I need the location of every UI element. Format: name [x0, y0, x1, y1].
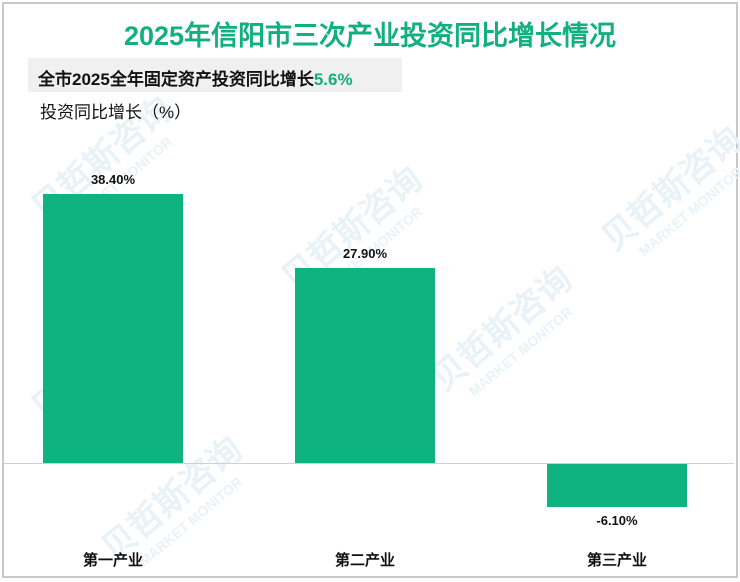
value-label: -6.10% — [596, 512, 638, 528]
value-label: 27.90% — [342, 245, 388, 261]
summary-note: 全市2025全年固定资产投资同比增长5.6% — [28, 58, 402, 92]
bar-1 — [43, 194, 183, 463]
bar-3 — [547, 464, 687, 507]
value-label: 38.40% — [90, 172, 136, 188]
bar-2 — [295, 267, 435, 463]
summary-prefix: 全市2025全年固定资产投资同比增长 — [38, 70, 314, 89]
summary-text: 全市2025全年固定资产投资同比增长5.6% — [38, 65, 353, 90]
category-label: 第三产业 — [586, 552, 647, 569]
summary-value: 5.6% — [313, 70, 353, 89]
zero-baseline — [4, 463, 734, 464]
y-axis-label: 投资同比增长（%） — [40, 103, 192, 122]
category-label: 第二产业 — [334, 552, 395, 569]
chart-title: 2025年信阳市三次产业投资同比增长情况 — [123, 21, 617, 51]
category-label: 第一产业 — [82, 552, 143, 569]
